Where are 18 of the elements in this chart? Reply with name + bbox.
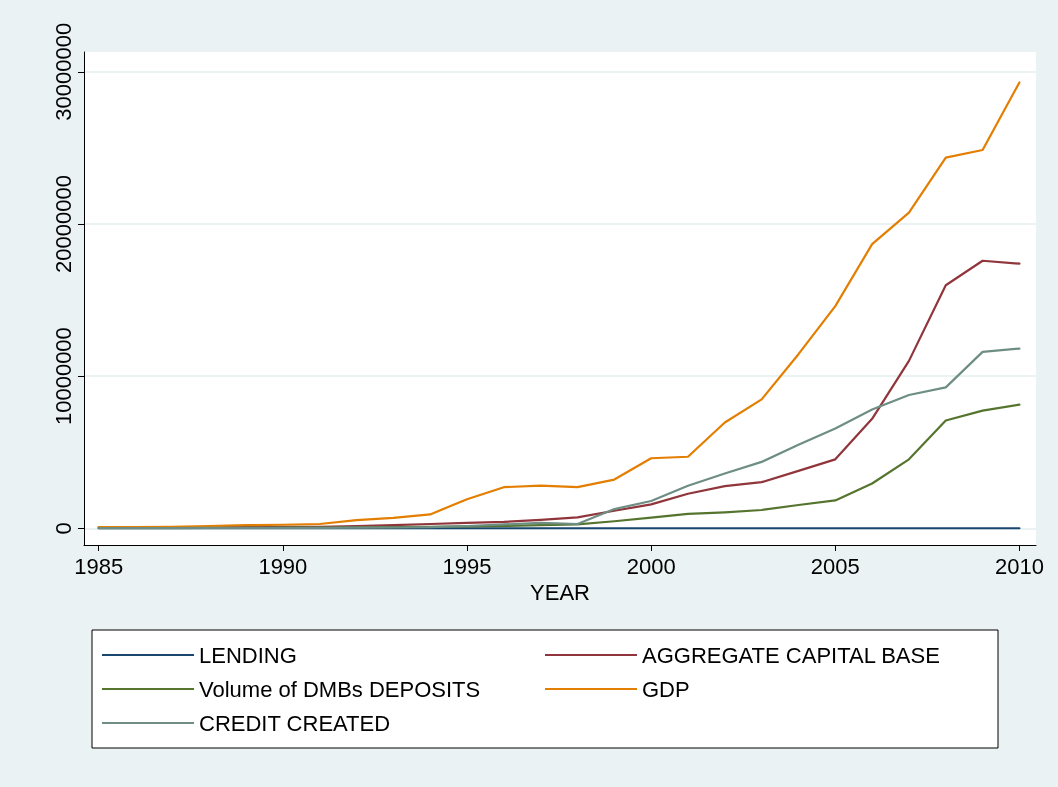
y-tick-label: 30000000 bbox=[50, 22, 76, 121]
x-tick-label: 1990 bbox=[258, 553, 308, 579]
legend-label: CREDIT CREATED bbox=[199, 710, 391, 736]
line-series bbox=[97, 81, 1021, 529]
x-tick-label: 2005 bbox=[810, 553, 860, 579]
legend-label: AGGREGATE CAPITAL BASE bbox=[642, 642, 940, 668]
legend-label: GDP bbox=[642, 676, 690, 702]
x-tick-label: 1985 bbox=[74, 553, 124, 579]
x-tick-label: 2010 bbox=[994, 553, 1044, 579]
x-tick-label: 2000 bbox=[626, 553, 676, 579]
line-series bbox=[97, 347, 1021, 530]
x-axis-title: YEAR bbox=[530, 580, 590, 606]
legend-label: LENDING bbox=[199, 642, 297, 668]
y-tick-label: 0 bbox=[50, 522, 76, 535]
x-tick-label: 1995 bbox=[442, 553, 492, 579]
y-tick-label: 20000000 bbox=[50, 175, 76, 273]
legend-label: Volume of DMBs DEPOSITS bbox=[199, 676, 481, 702]
y-tick-label: 10000000 bbox=[50, 327, 76, 426]
